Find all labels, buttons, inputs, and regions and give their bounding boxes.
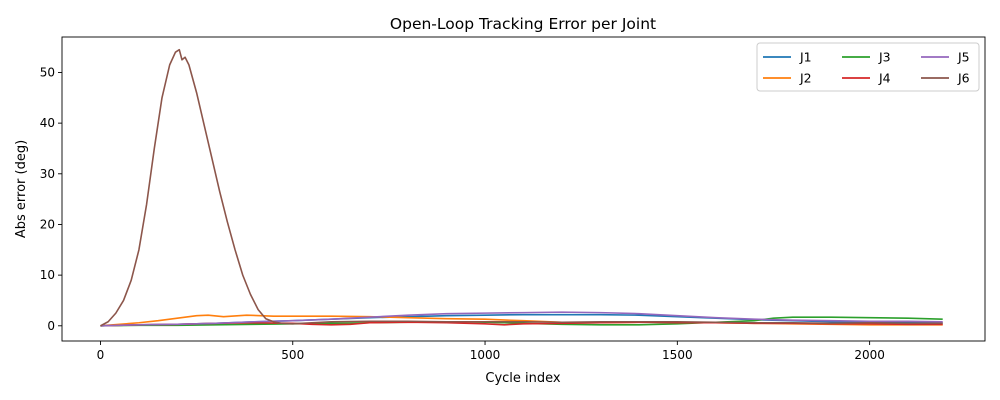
x-tick-label: 1000: [470, 348, 501, 362]
y-tick-label: 20: [40, 217, 55, 231]
x-tick-label: 500: [281, 348, 304, 362]
y-axis-label: Abs error (deg): [14, 140, 29, 238]
legend-label-j6: J6: [957, 71, 970, 86]
series-line-j6: [100, 48, 943, 327]
x-axis-label: Cycle index: [485, 371, 561, 386]
y-axis: 0 10 20 30 40 50: [40, 65, 62, 333]
plot-lines: [100, 48, 943, 327]
legend-label-j1: J1: [799, 50, 812, 65]
chart-title: Open-Loop Tracking Error per Joint: [390, 15, 656, 33]
legend-box: [756, 42, 980, 92]
x-tick-label: 2000: [854, 348, 885, 362]
legend-label-j4: J4: [878, 71, 891, 86]
y-tick-label: 0: [47, 319, 55, 333]
x-axis: 0 500 1000 1500 2000: [97, 341, 885, 362]
legend-label-j2: J2: [799, 71, 812, 86]
y-tick-label: 10: [40, 268, 55, 282]
y-tick-label: 50: [40, 65, 55, 79]
legend: J1 J2 J3 J4 J5 J6: [756, 42, 980, 92]
series-line-j5: [100, 311, 943, 327]
y-tick-label: 30: [40, 167, 55, 181]
plot-frame: [61, 36, 986, 342]
x-tick-label: 1500: [662, 348, 693, 362]
legend-label-j5: J5: [957, 50, 970, 65]
x-tick-label: 0: [97, 348, 105, 362]
y-tick-label: 40: [40, 116, 55, 130]
legend-label-j3: J3: [878, 50, 891, 65]
